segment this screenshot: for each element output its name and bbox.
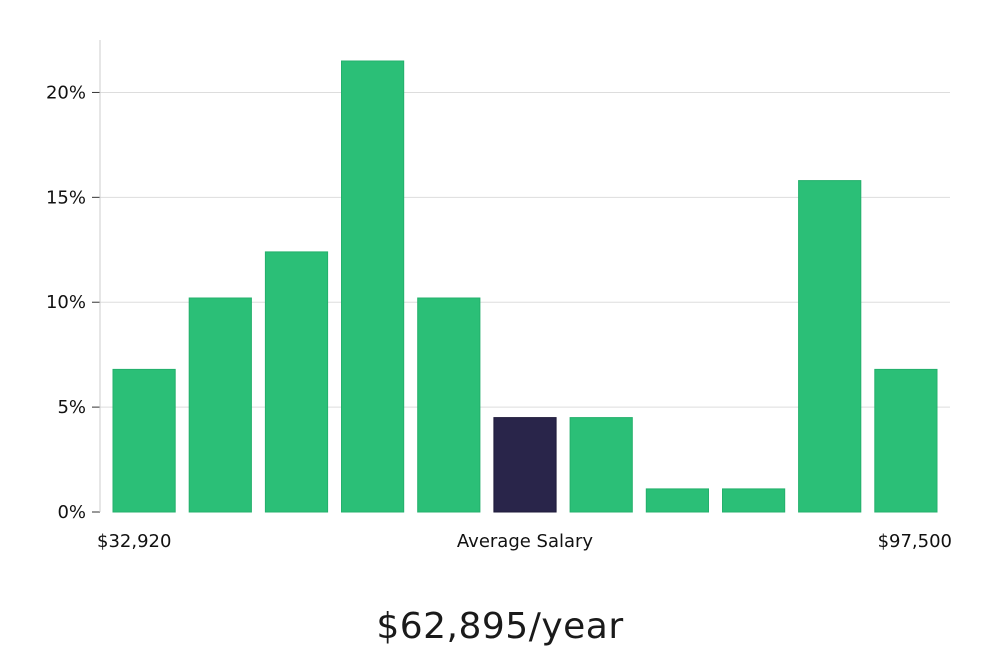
- bar-highlighted: [493, 417, 557, 513]
- x-max-label: $97,500: [878, 531, 952, 552]
- y-axis-ticks: 0% 5% 10% 15% 20%: [46, 82, 100, 523]
- x-min-label: $32,920: [97, 531, 171, 552]
- bar: [417, 297, 481, 513]
- y-tick-label: 0%: [57, 502, 86, 523]
- x-center-label: Average Salary: [457, 531, 594, 552]
- salary-histogram: 0% 5% 10% 15% 20% $32,920 Average Salary $97…: [46, 40, 952, 552]
- bar: [874, 368, 938, 513]
- bar: [569, 417, 633, 513]
- bar: [188, 297, 252, 513]
- y-tick-label: 15%: [46, 187, 86, 208]
- bars: [112, 60, 938, 513]
- bar: [112, 368, 176, 513]
- bar: [722, 488, 786, 513]
- bar: [264, 251, 329, 513]
- bar: [645, 488, 709, 513]
- average-salary-value: $62,895/year: [376, 606, 624, 647]
- y-tick-label: 5%: [57, 397, 86, 418]
- y-tick-label: 20%: [46, 82, 86, 103]
- y-tick-label: 10%: [46, 292, 86, 313]
- bar: [341, 60, 405, 513]
- bar: [798, 180, 862, 513]
